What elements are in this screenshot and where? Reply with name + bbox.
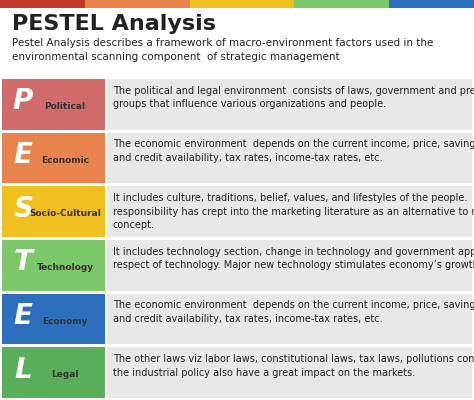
Bar (2, 240, 105, 291)
Bar (85, 0, 190, 8)
Bar (2, 294, 105, 344)
Bar (107, 133, 472, 183)
Text: L: L (14, 356, 32, 384)
Text: Pestel Analysis describes a framework of macro-environment factors used in the
e: Pestel Analysis describes a framework of… (12, 38, 433, 62)
Bar (0, 0, 85, 8)
Bar (190, 0, 294, 8)
Text: S: S (13, 194, 33, 222)
Text: Economic: Economic (41, 156, 89, 164)
Text: The political and legal environment  consists of laws, government and pressure
g: The political and legal environment cons… (113, 86, 474, 109)
Text: E: E (14, 141, 33, 169)
Bar (107, 347, 472, 398)
Bar (107, 240, 472, 291)
Bar (107, 79, 472, 130)
Text: P: P (13, 87, 33, 115)
Bar (294, 0, 389, 8)
Text: The economic environment  depends on the current income, price, savings, debts
a: The economic environment depends on the … (113, 140, 474, 163)
Bar (2, 186, 105, 237)
Text: Political: Political (45, 102, 86, 111)
Bar (107, 294, 472, 344)
Text: The economic environment  depends on the current income, price, savings, debts
a: The economic environment depends on the … (113, 300, 474, 324)
Bar (389, 0, 474, 8)
Bar (2, 133, 105, 183)
Bar (2, 347, 105, 398)
Text: Legal: Legal (51, 370, 79, 379)
Text: E: E (14, 302, 33, 330)
Bar (2, 79, 105, 130)
Text: The other laws viz labor laws, constitutional laws, tax laws, pollutions control: The other laws viz labor laws, constitut… (113, 354, 474, 378)
Text: It includes technology section, change in technology and government approach in
: It includes technology section, change i… (113, 247, 474, 270)
Text: PESTEL Analysis: PESTEL Analysis (12, 14, 216, 34)
Text: Socio-Cultural: Socio-Cultural (29, 209, 101, 218)
Text: It includes culture, traditions, belief, values, and lifestyles of the people.  : It includes culture, traditions, belief,… (113, 193, 474, 230)
Text: Economy: Economy (42, 316, 88, 326)
Text: T: T (14, 248, 33, 276)
Bar (107, 186, 472, 237)
Text: Technology: Technology (36, 263, 94, 272)
